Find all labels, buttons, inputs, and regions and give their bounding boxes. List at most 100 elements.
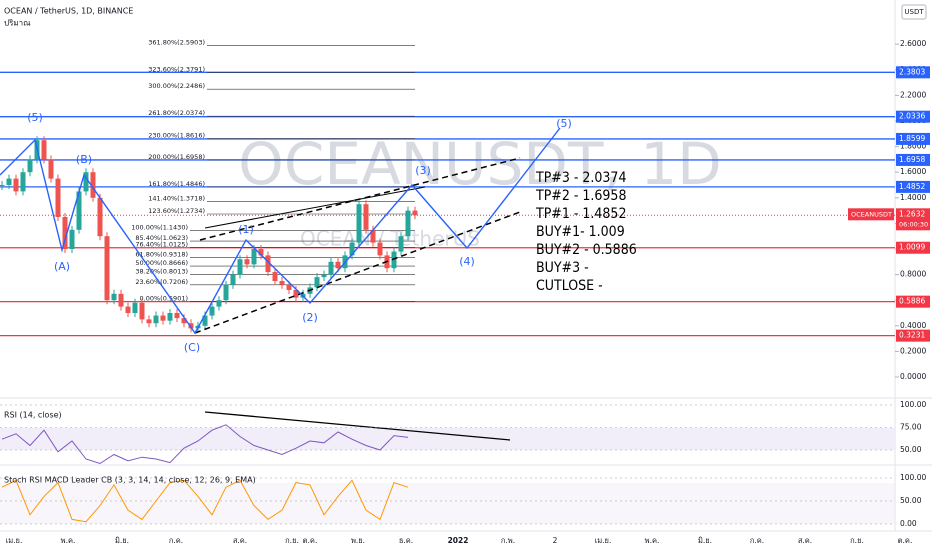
candle (139, 302, 145, 320)
indicator-tick-label: 50.00 (900, 445, 922, 454)
level-badge (896, 180, 930, 193)
candle (160, 315, 166, 321)
fib-label: 300.00%(2.2486) (148, 82, 205, 90)
wave-label: (B) (76, 153, 92, 166)
fib-label: 76.40%(1.0125) (135, 240, 188, 248)
candle (146, 319, 152, 324)
level-label: 2.0336 (899, 112, 925, 121)
current-badge (848, 208, 894, 221)
fib-label: 161.80%(1.4846) (148, 180, 205, 188)
candle (13, 178, 19, 192)
indicator-tick-label: 75.00 (900, 423, 922, 432)
time-label: ต.ค. (898, 536, 913, 545)
trend-line (204, 186, 426, 229)
trend-line (194, 211, 521, 334)
candle (321, 274, 327, 278)
trade-plan-line: BUY#1- 1.009 (536, 224, 625, 240)
trade-plan-line: TP#3 - 2.0374 (535, 170, 626, 186)
price-tick-label: 0.2000 (900, 346, 926, 355)
candle (405, 210, 411, 237)
candle (83, 172, 89, 192)
time-label: ส.ค. (233, 536, 247, 545)
candle (370, 229, 376, 243)
currency[interactable]: USDT (904, 8, 924, 16)
price-tick-label: 1.4000 (900, 193, 926, 202)
fib-label: 61.80%(0.9318) (135, 251, 188, 259)
indicator-tick-label: 100.00 (900, 473, 926, 482)
level-badge (896, 132, 930, 145)
time-label: ก.ค. (750, 536, 764, 545)
price-tick-label: 0.8000 (900, 270, 926, 279)
indicator-tick-label: 50.00 (900, 496, 922, 505)
level-label: 0.5886 (899, 297, 925, 306)
level-label: 2.3803 (899, 67, 925, 76)
fib-label: 261.80%(2.0374) (148, 109, 205, 117)
time-label: ธ.ค. (399, 536, 413, 545)
wave-path (0, 127, 561, 335)
current-price: 1.2632 (899, 209, 925, 218)
candle (41, 140, 47, 160)
watermark-subtitle: OCEAN / TetherUS (300, 227, 480, 251)
candle (349, 242, 355, 256)
wave-label: (5) (27, 111, 43, 124)
candle (314, 277, 320, 288)
price-tick-label: 0.4000 (900, 321, 926, 330)
fib-label: 23.60%(0.7206) (135, 278, 188, 286)
rsi-band (0, 428, 895, 450)
fib-label: 141.40%(1.3718) (148, 194, 205, 202)
fib-label: 0.00%(0.5901) (140, 294, 188, 302)
fib-label: 323.60%(2.3791) (148, 65, 205, 73)
fib-label: 100.00%(1.1430) (131, 224, 188, 232)
candle (167, 313, 173, 321)
candle (125, 306, 131, 313)
fib-label: 230.00%(1.8616) (148, 132, 205, 140)
level-label: 1.0099 (899, 243, 925, 252)
trade-plan-line: BUY#2 - 0.5886 (536, 242, 637, 258)
candle (153, 315, 159, 324)
candle (6, 178, 12, 185)
candle (244, 259, 250, 265)
candle (97, 197, 103, 237)
indicator-tick-label: 100.00 (900, 400, 926, 409)
trade-plan-line: TP#2 - 1.6958 (535, 188, 626, 204)
price-tick-label: 2.2000 (900, 90, 926, 99)
level-label: 1.8599 (899, 134, 925, 143)
candle (181, 318, 187, 324)
candle (363, 204, 369, 230)
price-tick-label: 1.8000 (900, 142, 926, 151)
watermark-title: OCEANUSDT, 1D (238, 130, 722, 198)
wave-label: (4) (459, 255, 475, 268)
price-tick-label: 1.6000 (900, 167, 926, 176)
candle (279, 281, 285, 285)
level-label: 1.6958 (899, 155, 925, 164)
rsi-trend-line (204, 411, 511, 441)
time-label: ต.ค. (303, 536, 318, 545)
price-tick-label: 2.6000 (900, 39, 926, 48)
stoch-line (1, 479, 409, 523)
stoch-title: Stoch RSI MACD Leader CB (3, 3, 14, 14, … (4, 476, 256, 485)
candle (62, 217, 68, 249)
time-label: 2 (553, 536, 558, 545)
candle (20, 172, 26, 192)
time-label: มิ.ย. (115, 536, 129, 545)
volume-label: ปริมาณ (4, 19, 31, 28)
candle (0, 185, 5, 186)
candle (265, 255, 271, 273)
candle (27, 159, 33, 173)
level-badge (896, 153, 930, 166)
candle (209, 306, 215, 316)
candle (293, 289, 299, 298)
candle (286, 284, 292, 290)
wave-label: (1) (238, 223, 254, 236)
time-label: เม.ย. (6, 536, 23, 545)
wave-label: (C) (184, 341, 200, 354)
currency-box[interactable] (901, 4, 927, 20)
time-label: ก.พ. (501, 536, 515, 545)
current-symbol: OCEANUSDT (851, 210, 892, 218)
candle (216, 300, 222, 307)
price-tick-label: 0.0000 (900, 372, 926, 381)
candle (391, 251, 397, 269)
level-label: 1.4852 (899, 182, 925, 191)
